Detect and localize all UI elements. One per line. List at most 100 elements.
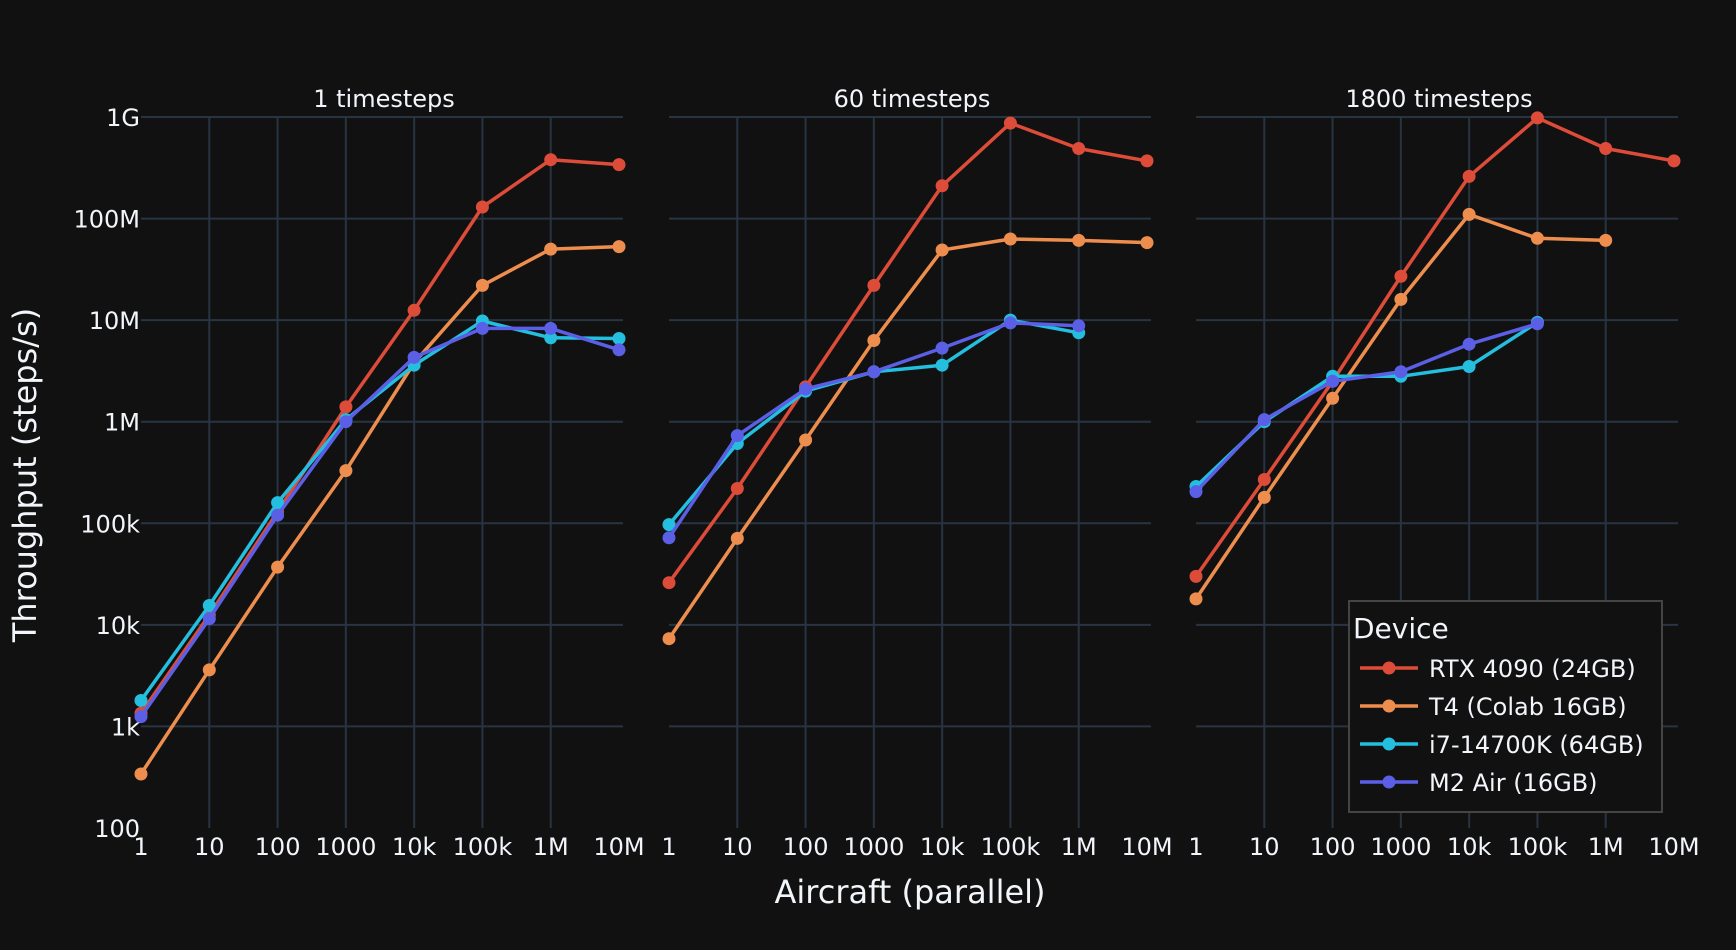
- data-point: [475, 200, 489, 214]
- data-point: [1394, 292, 1408, 306]
- data-point: [730, 429, 744, 443]
- data-point: [662, 531, 676, 545]
- legend-label: M2 Air (16GB): [1429, 769, 1598, 797]
- x-tick-label: 1: [1188, 833, 1203, 861]
- data-point: [407, 350, 421, 364]
- data-point: [1462, 207, 1476, 221]
- series-line: [139, 244, 620, 775]
- y-tick-label: 10k: [96, 612, 141, 640]
- x-tick-label: 1000: [843, 833, 904, 861]
- data-point: [662, 518, 676, 532]
- data-point: [1257, 473, 1271, 486]
- series-line: [139, 319, 620, 702]
- legend-title: Device: [1353, 612, 1449, 645]
- data-point: [544, 331, 558, 345]
- data-point: [730, 531, 744, 545]
- data-point: [202, 599, 216, 612]
- y-tick-label: 10M: [89, 307, 140, 335]
- x-tick-label: 1000: [315, 833, 376, 861]
- series-m2-air-16gb: [134, 321, 626, 724]
- legend-entry: M2 Air (16GB): [1360, 769, 1598, 797]
- data-point: [1189, 485, 1203, 499]
- data-point: [202, 663, 216, 677]
- y-tick-label: 100M: [73, 206, 140, 234]
- data-point: [935, 358, 949, 372]
- data-point: [134, 710, 148, 724]
- x-tick-label: 100k: [453, 833, 513, 861]
- data-point: [544, 321, 558, 335]
- legend: Device RTX 4090 (24GB) T4 (Colab 16GB) i7-…: [1348, 600, 1663, 813]
- legend-swatch-marker: [1382, 775, 1396, 789]
- data-point: [662, 576, 676, 590]
- data-point: [1530, 231, 1544, 245]
- data-point: [1530, 317, 1544, 331]
- data-point: [935, 179, 949, 193]
- data-point: [1326, 374, 1340, 388]
- x-tick-label: 1000: [1370, 833, 1431, 861]
- data-point: [339, 400, 353, 414]
- data-point: [867, 278, 881, 292]
- panel-title: 1 timesteps: [313, 85, 455, 113]
- data-point: [1257, 490, 1271, 504]
- series-m2-air-16gb: [662, 316, 1086, 545]
- data-point: [544, 153, 558, 167]
- data-point: [1599, 142, 1613, 155]
- series-line: [139, 326, 620, 718]
- data-point: [271, 496, 285, 510]
- data-point: [1072, 142, 1086, 155]
- data-point: [271, 560, 285, 574]
- panel-3: 1800 timesteps 1 10 100 1000 10k 100k 1M 10M: [1188, 85, 1699, 861]
- data-point: [1326, 391, 1340, 405]
- legend-label: RTX 4090 (24GB): [1429, 655, 1636, 683]
- data-point: [799, 382, 813, 396]
- data-point: [407, 303, 421, 317]
- data-point: [1394, 269, 1408, 283]
- data-point: [475, 321, 489, 335]
- data-point: [1003, 316, 1017, 330]
- data-point: [544, 242, 558, 256]
- panel-title: 60 timesteps: [834, 85, 991, 113]
- legend-label: T4 (Colab 16GB): [1428, 693, 1627, 721]
- data-point: [339, 415, 353, 429]
- x-tick-label: 10: [722, 833, 753, 861]
- series-t4-colab-16gb: [662, 232, 1154, 646]
- x-tick-label: 100k: [981, 833, 1041, 861]
- data-point: [1599, 233, 1613, 247]
- data-point: [1003, 116, 1017, 130]
- x-tick-label: 10M: [1121, 833, 1172, 861]
- x-tick-label: 10M: [1648, 833, 1699, 861]
- x-tick-label: 1M: [1588, 833, 1624, 861]
- x-tick-label: 100: [1310, 833, 1356, 861]
- x-tick-label: 100: [255, 833, 301, 861]
- y-tick-label: 1k: [111, 713, 140, 741]
- x-tick-label: 10: [194, 833, 225, 861]
- data-point: [475, 278, 489, 292]
- legend-swatch-marker: [1382, 699, 1396, 713]
- x-axis-title: Aircraft (parallel): [774, 873, 1045, 911]
- data-point: [1394, 365, 1408, 379]
- series-m2-air-16gb: [1189, 317, 1544, 499]
- data-point: [799, 433, 813, 447]
- data-point: [339, 464, 353, 478]
- y-tick-label: 100k: [80, 510, 140, 538]
- panel-1: 1 timesteps 1 10 100 1000 10k 100k 1M 10M: [133, 85, 644, 861]
- data-point: [1140, 236, 1154, 250]
- y-axis-title: Throughput (steps/s): [6, 308, 44, 643]
- data-point: [1462, 337, 1476, 351]
- series-t4-colab-16gb: [1189, 207, 1613, 606]
- series-line: [667, 237, 1148, 640]
- x-tick-label: 10: [1249, 833, 1280, 861]
- data-point: [730, 482, 744, 495]
- data-point: [612, 240, 626, 254]
- x-tick-label: 100k: [1508, 833, 1568, 861]
- legend-entry: RTX 4090 (24GB): [1360, 655, 1636, 683]
- data-point: [935, 243, 949, 257]
- legend-entry: i7-14700K (64GB): [1360, 731, 1644, 759]
- data-point: [202, 612, 216, 626]
- x-tick-label: 1M: [533, 833, 569, 861]
- data-point: [1462, 169, 1476, 183]
- data-point: [134, 694, 148, 707]
- legend-label: i7-14700K (64GB): [1429, 731, 1644, 759]
- y-tick-label: 1G: [106, 104, 140, 132]
